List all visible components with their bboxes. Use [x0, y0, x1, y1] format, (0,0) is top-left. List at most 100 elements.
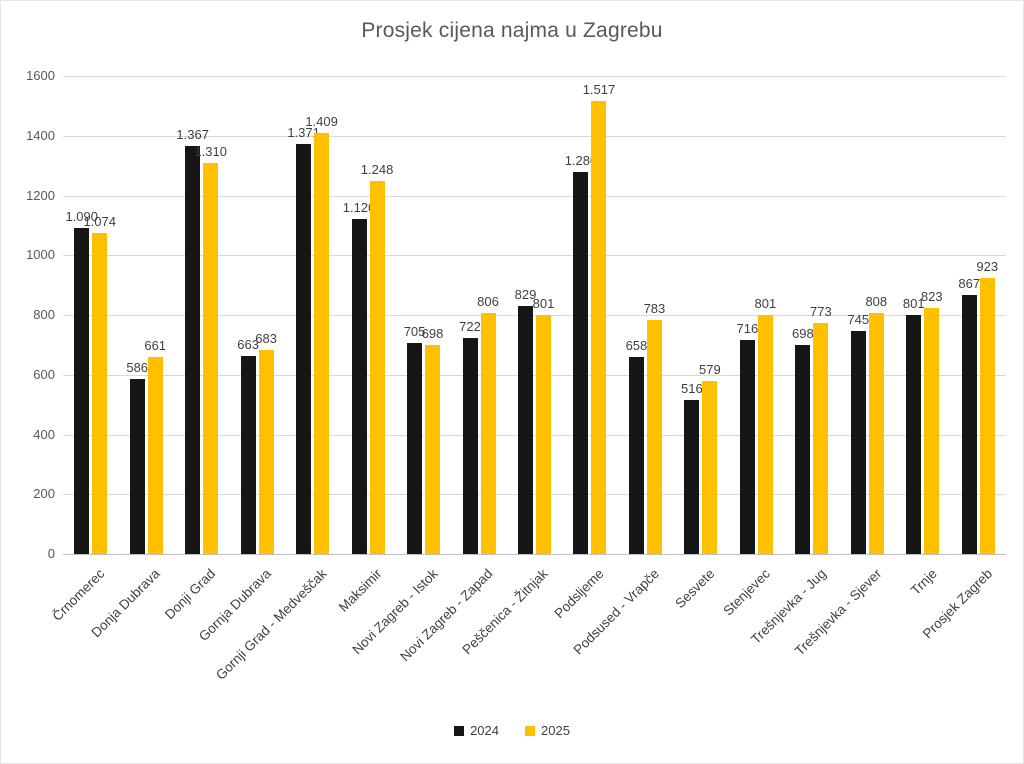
- gridline: [63, 315, 1006, 316]
- y-axis-tick-label: 1200: [26, 187, 55, 203]
- x-axis-category-label: Črnomerec: [49, 566, 108, 624]
- bar-2024: [74, 228, 90, 554]
- bar-2025: [314, 133, 330, 554]
- bar-2024: [795, 345, 811, 554]
- data-label-2025: 923: [976, 259, 999, 275]
- bar-2025: [702, 381, 718, 554]
- data-label-2024: 801: [902, 295, 925, 311]
- data-label-2025: 698: [421, 326, 444, 342]
- y-axis-tick-label: 600: [33, 366, 55, 382]
- bar-2024: [185, 145, 201, 554]
- bar-2025: [757, 314, 773, 554]
- bar-2025: [979, 278, 995, 554]
- bar-2024: [351, 219, 367, 554]
- x-axis-category-label: Sesvete: [672, 566, 718, 612]
- data-label-2024: 1.090: [65, 209, 98, 225]
- data-label-2025: 579: [699, 362, 721, 378]
- x-axis-category-label: Gornji Grad - Medveščak: [212, 566, 330, 683]
- data-label-2025: 801: [532, 295, 555, 311]
- bar-2025: [369, 181, 385, 554]
- data-label-2024: 1.280: [564, 152, 598, 168]
- data-label-2025: 1.074: [83, 214, 116, 230]
- bar-2025: [646, 320, 662, 554]
- bar-2024: [628, 357, 644, 554]
- y-axis-tick-label: 200: [33, 486, 55, 502]
- bar-2025: [924, 308, 940, 554]
- bar-2024: [850, 331, 866, 554]
- y-axis-tick-label: 0: [47, 546, 55, 561]
- bar-2025: [258, 349, 274, 554]
- data-label-2024: 705: [403, 324, 426, 340]
- x-axis-category-label: Donji Grad: [162, 566, 219, 623]
- x-axis-category-label: Podsljeme: [551, 566, 607, 622]
- bar-2025: [536, 314, 551, 554]
- legend-item-2024: 2024: [454, 723, 499, 738]
- data-label-2024: 1.120: [342, 200, 376, 216]
- gridline: [63, 374, 1006, 376]
- legend-swatch-2025: [525, 725, 535, 736]
- data-label-2025: 1.248: [360, 162, 394, 178]
- data-label-2024: 745: [847, 312, 870, 328]
- legend-label-2025: 2025: [541, 723, 570, 738]
- data-label-2025: 823: [920, 289, 943, 305]
- data-label-2024: 1.371: [287, 125, 320, 141]
- bar-2025: [813, 323, 829, 554]
- bar-2025: [591, 100, 607, 554]
- legend-swatch-2024: [454, 725, 465, 736]
- data-label-2025: 801: [754, 295, 777, 311]
- data-label-2024: 1.367: [176, 126, 209, 142]
- data-label-2024: 663: [237, 336, 259, 352]
- legend-label-2024: 2024: [470, 723, 499, 738]
- gridline: [63, 195, 1006, 197]
- data-label-2024: 716: [736, 321, 759, 337]
- data-label-2025: 1.517: [582, 81, 616, 97]
- bar-2024: [739, 340, 755, 554]
- bar-2024: [684, 399, 700, 554]
- bar-2024: [129, 378, 145, 554]
- bar-2024: [296, 144, 312, 554]
- gridline: [63, 135, 1006, 137]
- bar-2024: [906, 314, 922, 554]
- data-label-2024: 829: [514, 287, 537, 303]
- chart-title: Prosjek cijena najma u Zagrebu: [361, 19, 663, 42]
- data-label-2024: 722: [459, 319, 481, 335]
- data-label-2025: 773: [809, 304, 832, 320]
- gridline: [63, 494, 1006, 496]
- bar-2025: [868, 312, 884, 554]
- y-axis-tick-label: 1400: [26, 127, 55, 143]
- y-axis-tick-label: 800: [33, 307, 55, 322]
- gridline: [63, 76, 1006, 77]
- x-axis-category-label: Trnje: [907, 566, 940, 599]
- y-axis-tick-label: 1600: [26, 68, 55, 83]
- data-label-2024: 698: [791, 326, 814, 342]
- bar-2024: [573, 171, 589, 554]
- bar-2025: [147, 356, 163, 554]
- x-axis-category-label: Maksimir: [335, 566, 385, 615]
- data-label-2025: 806: [477, 294, 499, 310]
- y-axis-tick-label: 1000: [26, 247, 55, 263]
- bar-2024: [240, 355, 256, 554]
- data-label-2025: 683: [255, 330, 277, 346]
- data-label-2024: 516: [681, 380, 703, 396]
- x-axis-category-label: Novi Zagreb - Zapad: [397, 566, 496, 665]
- bar-2024: [518, 306, 533, 554]
- legend-item-2025: 2025: [525, 723, 570, 738]
- data-label-2025: 1.310: [194, 143, 227, 159]
- gridline: [63, 434, 1006, 436]
- y-axis-tick-label: 400: [33, 426, 55, 442]
- x-axis-category-label: Stenjevec: [720, 566, 773, 619]
- bar-2024: [961, 294, 977, 554]
- data-label-2024: 867: [958, 275, 981, 291]
- bar-2025: [92, 233, 108, 554]
- data-label-2025: 808: [865, 293, 888, 309]
- bar-2025: [425, 345, 441, 554]
- x-axis-line: [63, 554, 1006, 555]
- data-label-2025: 1.409: [305, 114, 338, 130]
- gridline: [63, 255, 1006, 257]
- bar-2024: [407, 343, 423, 554]
- data-label-2024: 658: [625, 338, 648, 354]
- legend: 2024 2025: [1, 723, 1023, 738]
- bar-2025: [203, 162, 219, 554]
